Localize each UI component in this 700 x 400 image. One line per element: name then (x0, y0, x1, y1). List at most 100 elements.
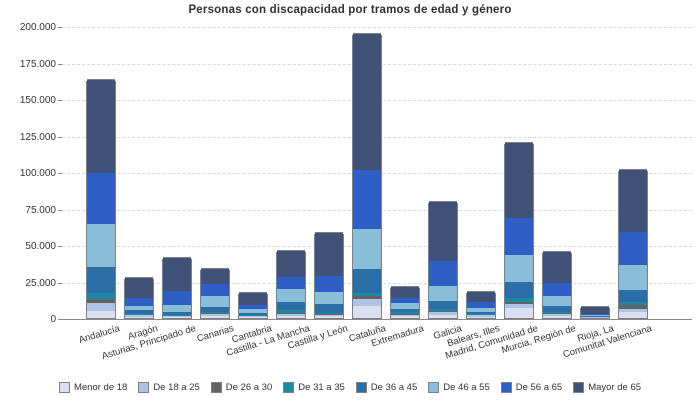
bar-segment[interactable] (619, 231, 647, 266)
x-category-label: Galicia (432, 323, 464, 343)
x-category-label: Comunitat Valenciana (561, 323, 654, 361)
bar-Castilla y León[interactable] (314, 232, 344, 319)
legend-item-De 26 a 30[interactable]: De 26 a 30 (210, 382, 272, 393)
y-tick-mark (58, 27, 62, 28)
x-category-label: Castilla y León (286, 323, 350, 352)
y-tick-label: 125.000 (19, 131, 56, 143)
bar-Comunitat Valenciana[interactable] (618, 169, 648, 319)
bar-segment[interactable] (87, 222, 115, 268)
bar-segment[interactable] (581, 306, 609, 315)
bar-segment[interactable] (125, 276, 153, 299)
legend-item-De 56 a 65[interactable]: De 56 a 65 (500, 382, 563, 393)
bar-segment[interactable] (543, 304, 571, 312)
legend-swatch-icon (500, 382, 512, 393)
bar-segment[interactable] (619, 288, 647, 303)
bar-Rioja, La[interactable] (580, 306, 610, 319)
bar-segment[interactable] (87, 171, 115, 224)
y-tick-label: 200.000 (19, 22, 56, 33)
bar-segment[interactable] (467, 290, 495, 302)
bar-Balears, Illes[interactable] (466, 290, 496, 319)
y-tick-mark (58, 173, 62, 174)
y-tick-mark (58, 246, 62, 247)
bar-segment[interactable] (353, 305, 381, 318)
bar-Andalucía[interactable] (86, 78, 116, 319)
bar-Canarias[interactable] (200, 268, 230, 319)
bar-segment[interactable] (543, 251, 571, 283)
bar-segment[interactable] (353, 267, 381, 293)
bar-segment[interactable] (505, 253, 533, 282)
bar-Cantabria[interactable] (238, 292, 268, 319)
legend-item-De 18 a 25[interactable]: De 18 a 25 (138, 382, 200, 393)
bar-segment[interactable] (505, 217, 533, 255)
bar-segment[interactable] (353, 227, 381, 269)
bar-segment[interactable] (315, 290, 343, 304)
legend-item-Mayor de 65[interactable]: Mayor de 65 (573, 382, 641, 393)
bar-segment[interactable] (353, 32, 381, 170)
bar-segment[interactable] (315, 232, 343, 277)
bar-segment[interactable] (239, 292, 267, 306)
bar-segment[interactable] (543, 295, 571, 306)
bar-segment[interactable] (201, 294, 229, 307)
bar-segment[interactable] (429, 299, 457, 310)
bar-segment[interactable] (201, 268, 229, 285)
bar-Castilla - La Mancha[interactable] (276, 250, 306, 319)
y-tick-label: 50.000 (25, 241, 56, 252)
bar-segment[interactable] (315, 275, 343, 292)
legend-item-De 31 a 35[interactable]: De 31 a 35 (283, 382, 345, 393)
legend-swatch-icon (428, 382, 440, 393)
legend-label: De 46 a 55 (443, 382, 490, 393)
bar-segment[interactable] (277, 276, 305, 289)
bar-segment[interactable] (353, 168, 381, 229)
bar-segment[interactable] (163, 303, 191, 312)
legend-label: De 18 a 25 (153, 382, 200, 393)
bar-segment[interactable] (87, 301, 115, 311)
bar-segment[interactable] (201, 283, 229, 296)
legend-label: De 56 a 65 (515, 382, 563, 393)
bar-segment[interactable] (87, 310, 115, 318)
bar-segment[interactable] (619, 264, 647, 290)
bar-segment[interactable] (277, 250, 305, 278)
y-tick-label: 175.000 (19, 58, 56, 70)
bar-Murcia, Región de[interactable] (542, 251, 572, 319)
y-tick-mark (58, 282, 62, 284)
bar-segment[interactable] (315, 302, 343, 314)
legend-item-De 36 a 45[interactable]: De 36 a 45 (355, 382, 417, 393)
x-category-label: Castilla - La Mancha (225, 323, 312, 359)
legend-item-De 46 a 55[interactable]: De 46 a 55 (428, 382, 490, 393)
bar-segment[interactable] (619, 311, 647, 318)
x-category-label: Asturias, Principado de (100, 323, 198, 363)
y-tick-mark (58, 63, 62, 65)
bar-segment[interactable] (429, 201, 457, 262)
bar-segment[interactable] (277, 287, 305, 302)
x-category-label: Canarias (195, 323, 236, 345)
bar-segment[interactable] (163, 290, 191, 305)
bar-segment[interactable] (163, 257, 191, 292)
bar-segment[interactable] (429, 285, 457, 301)
bar-Aragón[interactable] (124, 276, 154, 319)
bar-segment[interactable] (87, 266, 115, 294)
plot-area: 0 25.000 50.000 75.000 100.000 125.000 150.000… (20, 22, 692, 325)
bar-segment[interactable] (87, 292, 115, 300)
bar-segment[interactable] (87, 78, 115, 173)
bar-segment[interactable] (125, 297, 153, 306)
x-category-label: Rioja, La (576, 323, 616, 345)
bar-segment[interactable] (505, 141, 533, 219)
y-tick-label: 100.000 (19, 168, 56, 179)
bar-Asturias, Principado de[interactable] (162, 257, 192, 319)
bar-Cataluña[interactable] (352, 32, 382, 319)
bar-segment[interactable] (619, 169, 647, 233)
legend-label: Mayor de 65 (588, 382, 642, 393)
bar-segment[interactable] (467, 300, 495, 308)
bar-segment[interactable] (505, 280, 533, 299)
bar-segment[interactable] (391, 286, 419, 298)
bar-segment[interactable] (277, 300, 305, 310)
bar-segment[interactable] (353, 298, 381, 307)
bar-Extremadura[interactable] (390, 286, 420, 319)
bar-segment[interactable] (543, 281, 571, 297)
legend-item-Menor de 18[interactable]: Menor de 18 (58, 382, 127, 393)
bar-Madrid, Comunidad de[interactable] (504, 141, 534, 319)
bar-Galicia[interactable] (428, 201, 458, 319)
bar-segment[interactable] (505, 306, 533, 318)
bar-segment[interactable] (429, 260, 457, 287)
y-tick-label: 25.000 (25, 277, 56, 289)
